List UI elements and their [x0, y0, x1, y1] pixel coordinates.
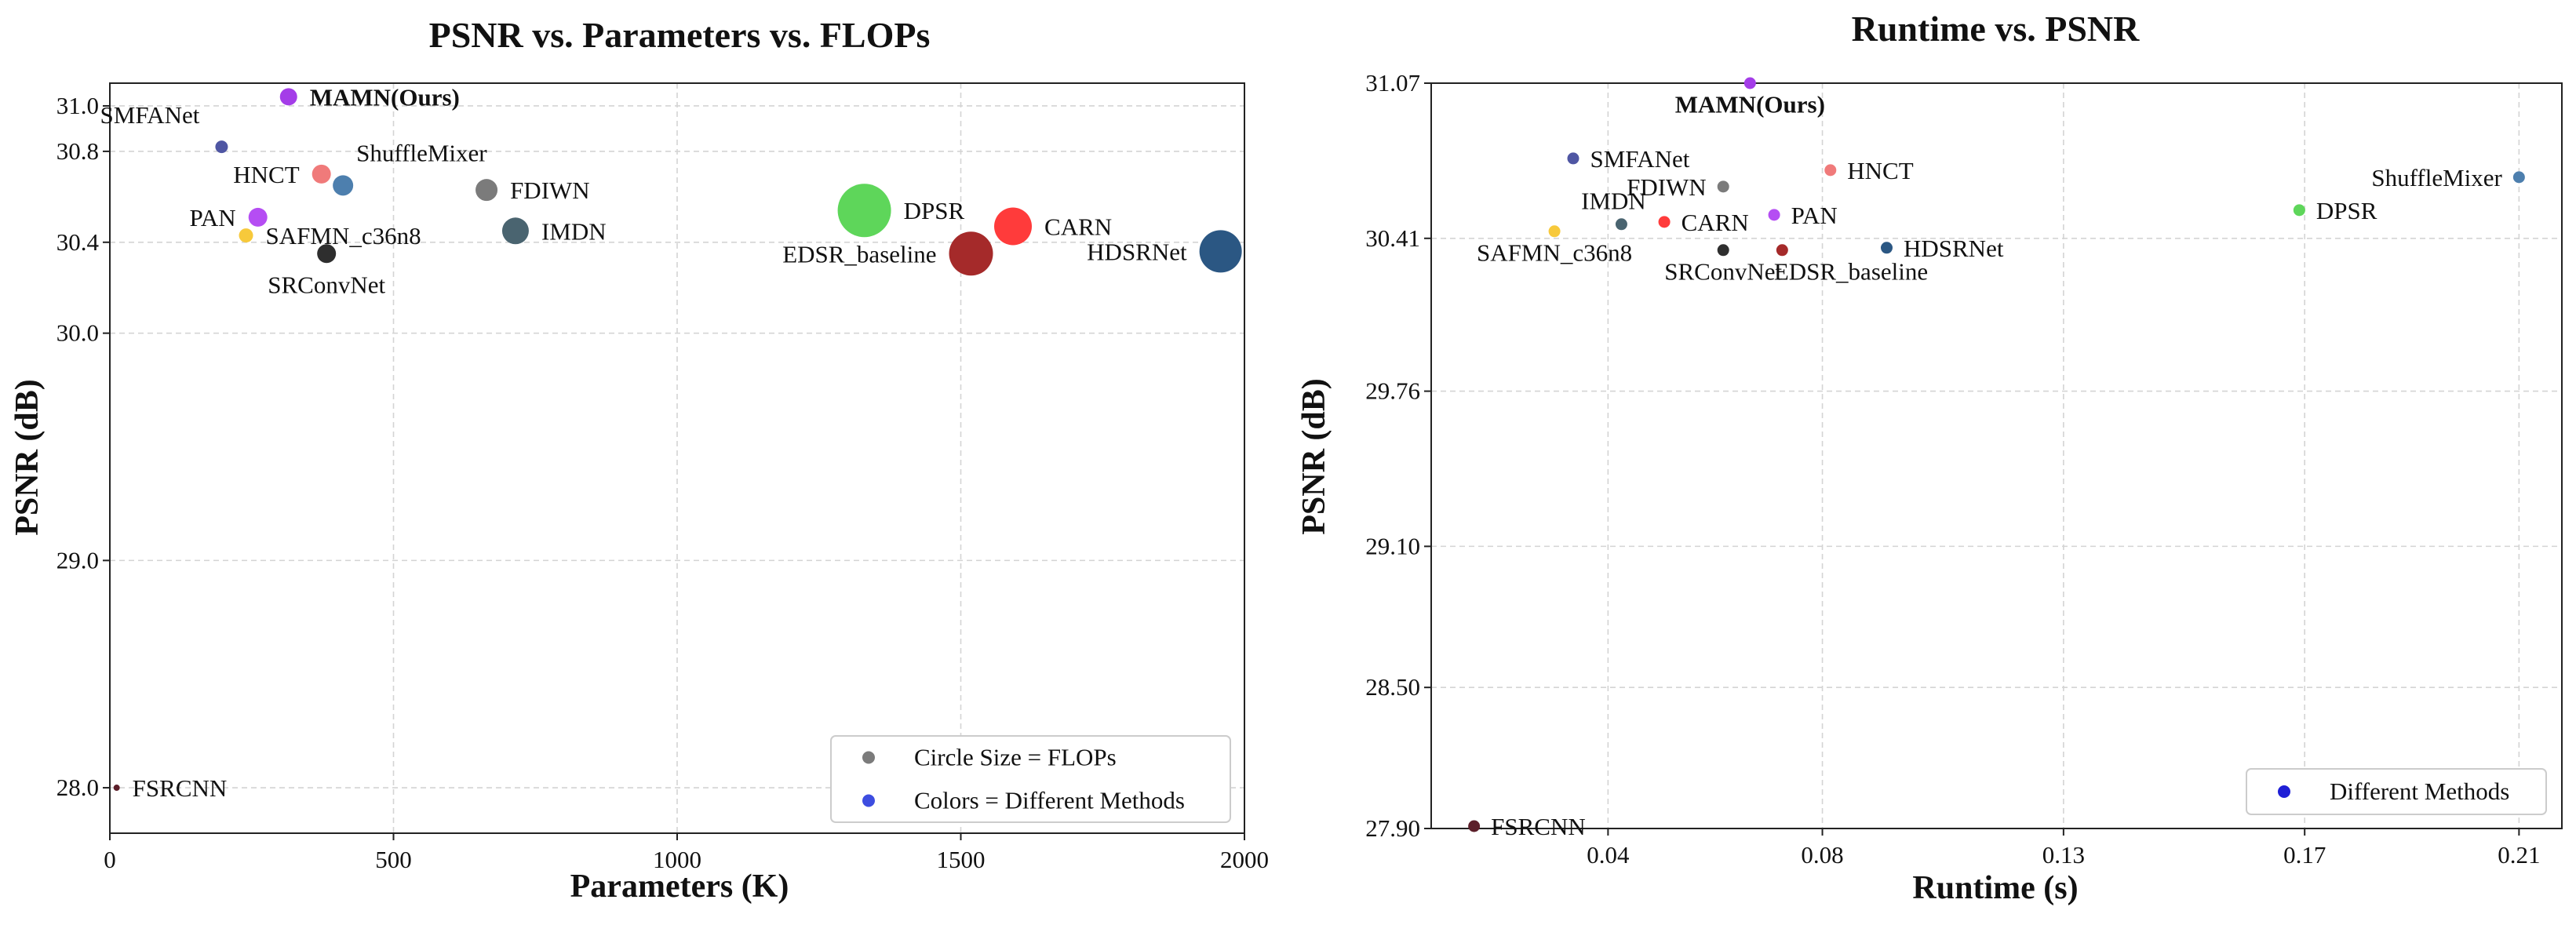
data-point-smfanet [1567, 152, 1579, 165]
y-tick-label: 30.41 [1365, 224, 1420, 252]
data-point-fdiwn [1717, 180, 1729, 193]
data-point-shufflemixer [2512, 171, 2525, 184]
legend-marker [862, 794, 875, 807]
data-point-hnct [312, 164, 331, 184]
data-label-dpsr: DPSR [904, 197, 965, 224]
data-label-pan: PAN [1791, 202, 1838, 229]
data-label-pan: PAN [190, 204, 236, 231]
data-label-shufflemixer: ShuffleMixer [2371, 164, 2502, 191]
data-label-shufflemixer: ShuffleMixer [356, 139, 487, 166]
data-label-smfanet: SMFANet [100, 101, 200, 129]
data-point-safmn-c36n8 [1548, 225, 1561, 238]
data-point-hdsrnet [1199, 230, 1242, 273]
y-tick-label: 29.10 [1365, 532, 1420, 559]
legend-entry: Colors = Different Methods [914, 787, 1185, 814]
data-point-srconvnet [1717, 244, 1729, 257]
x-tick-label: 0.21 [2498, 841, 2540, 869]
data-point-edsr-baseline [949, 231, 993, 276]
x-tick-label: 500 [375, 846, 412, 873]
legend-marker [2278, 785, 2290, 798]
data-label-edsr-baseline: EDSR_baseline [1774, 257, 1928, 285]
data-point-imdn [501, 217, 529, 245]
y-tick-label: 28.0 [56, 774, 99, 801]
data-point-smfanet [215, 140, 228, 154]
legend-box [830, 735, 1231, 823]
y-tick-label: 27.90 [1365, 814, 1420, 842]
y-tick-label: 30.0 [56, 319, 99, 347]
x-tick-label: 0.13 [2042, 841, 2085, 869]
y-tick-label: 30.8 [56, 137, 99, 165]
legend-marker [862, 751, 875, 764]
x-tick-label: 0 [104, 846, 116, 873]
chart-title: Runtime vs. PSNR [1852, 9, 2141, 49]
data-point-shufflemixer [333, 175, 354, 196]
data-label-carn: CARN [1044, 213, 1112, 241]
data-point-carn [994, 207, 1033, 246]
y-tick-label: 31.0 [56, 92, 99, 119]
data-point-pan [1768, 209, 1780, 221]
data-point-edsr-baseline [1776, 244, 1788, 257]
chart-psnr-vs-params: PSNR vs. Parameters vs. FLOPs Parameters… [9, 15, 1269, 905]
data-label-fsrcnn: FSRCNN [133, 774, 228, 802]
data-point-srconvnet [317, 244, 337, 264]
y-tick-label: 29.76 [1365, 377, 1420, 405]
y-tick-label: 29.0 [56, 546, 99, 574]
data-point-fsrcnn [1468, 820, 1481, 832]
x-tick-label: 1000 [653, 846, 701, 873]
data-label-srconvnet: SRConvNet [1664, 257, 1782, 285]
x-tick-label: 0.04 [1587, 841, 1630, 869]
data-point-mamn-ours [1743, 77, 1756, 89]
data-label-smfanet: SMFANet [1590, 145, 1689, 173]
data-point-pan [248, 207, 268, 227]
data-point-hnct [1824, 164, 1837, 177]
data-point-dpsr [2293, 204, 2305, 217]
x-axis-label: Runtime (s) [1912, 870, 2078, 906]
data-label-srconvnet: SRConvNet [268, 271, 385, 298]
data-label-fsrcnn: FSRCNN [1491, 813, 1586, 840]
legend-entry: Circle Size = FLOPs [914, 744, 1117, 771]
x-tick-label: 0.17 [2283, 841, 2326, 869]
y-tick-label: 28.50 [1365, 673, 1420, 701]
data-point-fsrcnn [113, 785, 120, 792]
data-label-fdiwn: FDIWN [510, 177, 590, 204]
chart-title: PSNR vs. Parameters vs. FLOPs [429, 15, 931, 55]
data-label-imdn: IMDN [541, 217, 607, 245]
y-axis-label: PSNR (dB) [9, 379, 46, 536]
y-axis-label: PSNR (dB) [1296, 378, 1332, 535]
data-label-hdsrnet: HDSRNet [1904, 235, 2004, 262]
axes-frame [109, 82, 1245, 834]
data-point-fdiwn [475, 179, 498, 202]
chart-runtime-vs-psnr: Runtime vs. PSNR Runtime (s) PSNR (dB) 0… [1296, 9, 2563, 906]
data-label-carn: CARN [1682, 209, 1749, 236]
data-label-hnct: HNCT [233, 161, 299, 188]
data-point-safmn-c36n8 [239, 228, 253, 243]
data-label-hdsrnet: HDSRNet [1087, 238, 1187, 265]
data-point-mamn-ours [279, 88, 297, 106]
data-label-mamn-ours: MAMN(Ours) [310, 83, 460, 111]
data-point-carn [1658, 216, 1671, 228]
x-tick-label: 2000 [1220, 846, 1269, 873]
x-tick-label: 0.08 [1801, 841, 1843, 869]
data-label-dpsr: DPSR [2316, 197, 2377, 224]
x-tick-label: 1500 [937, 846, 986, 873]
data-point-dpsr [837, 184, 891, 238]
axes-frame [1430, 82, 2563, 829]
data-label-safmn-c36n8: SAFMN_c36n8 [1477, 239, 1632, 266]
x-axis-label: Parameters (K) [570, 869, 789, 905]
data-label-mamn-ours: MAMN(Ours) [1675, 91, 1825, 118]
data-label-fdiwn: FDIWN [1627, 173, 1707, 201]
legend-entry: Different Methods [2330, 778, 2509, 805]
y-tick-label: 31.07 [1365, 69, 1420, 97]
data-label-edsr-baseline: EDSR_baseline [782, 240, 936, 268]
y-tick-label: 30.4 [56, 228, 100, 256]
data-label-imdn: IMDN [1581, 187, 1646, 214]
data-point-hdsrnet [1880, 242, 1893, 254]
data-label-safmn-c36n8: SAFMN_c36n8 [266, 222, 421, 249]
data-point-imdn [1615, 218, 1627, 231]
legend-box [2246, 768, 2547, 815]
data-label-hnct: HNCT [1847, 157, 1913, 184]
